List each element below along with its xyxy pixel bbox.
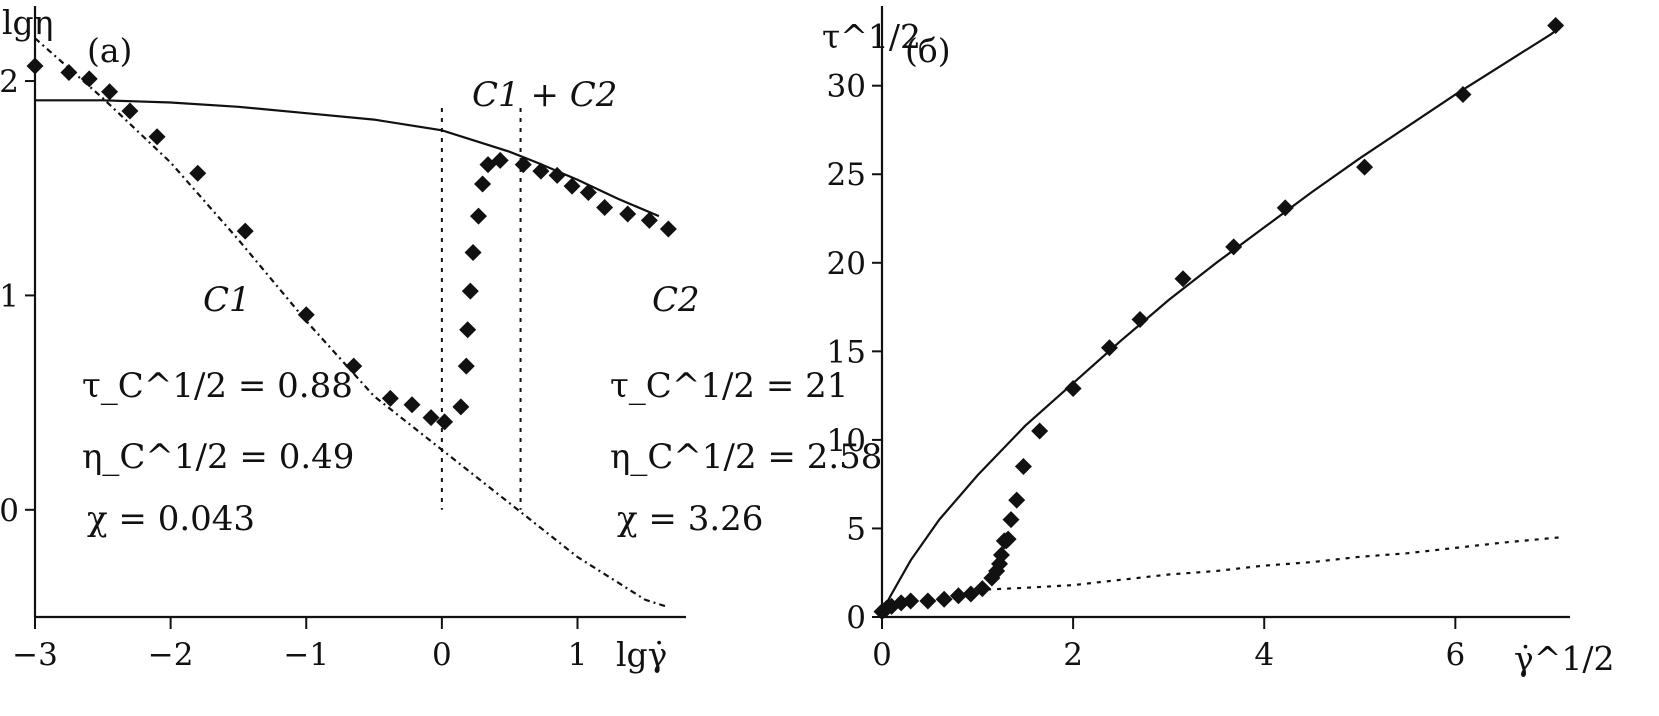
y-tick-label: 0 xyxy=(846,600,866,636)
curve-label-c1: C1 xyxy=(203,280,251,320)
data-point-marker xyxy=(563,177,581,195)
c2-chi-param: χ = 3.26 xyxy=(617,499,763,539)
panel-a-y-axis-label: lgη xyxy=(2,3,53,42)
curve-label-c2: C2 xyxy=(652,280,700,320)
data-point-marker xyxy=(935,590,953,608)
data-point-marker xyxy=(236,222,254,240)
data-point-marker xyxy=(1225,238,1243,256)
y-tick-label: 2 xyxy=(0,64,19,100)
panel-a-x-axis-label: lgγ̇ xyxy=(616,635,667,674)
data-point-marker xyxy=(422,409,440,427)
region-label-c1-c2: C1 + C2 xyxy=(472,75,617,115)
data-point-marker xyxy=(461,282,479,300)
data-point-marker xyxy=(1454,86,1472,104)
data-point-marker xyxy=(474,175,492,193)
panel-b-x-axis-label: γ̇^1/2 xyxy=(1514,639,1614,678)
data-point-marker xyxy=(403,396,421,414)
chart-panel-b: 0 2 4 6 0 5 10 15 20 25 30 τ^1/2 (б) γ̇^1/2 xyxy=(822,6,1614,678)
data-point-marker xyxy=(596,199,614,217)
c1-chi-param: χ = 0.043 xyxy=(87,499,255,539)
x-tick-label: 0 xyxy=(432,637,452,673)
data-point-marker xyxy=(148,128,166,146)
panel-b-y-axis-label: τ^1/2 xyxy=(822,17,921,56)
x-tick-label: −1 xyxy=(283,637,329,673)
data-point-marker xyxy=(1014,457,1032,475)
data-point-marker xyxy=(1131,310,1149,328)
data-point-marker xyxy=(381,389,399,407)
data-point-marker xyxy=(619,205,637,223)
panel-b-tick-layer: 0 2 4 6 0 5 10 15 20 25 30 xyxy=(827,69,1466,673)
x-tick-label: 0 xyxy=(872,637,892,673)
data-point-marker xyxy=(60,63,78,81)
data-point-marker xyxy=(459,321,477,339)
data-point-marker xyxy=(949,587,967,605)
panel-b-label: (б) xyxy=(905,31,951,70)
y-tick-label: 15 xyxy=(827,334,866,370)
c2-model-curve xyxy=(881,26,1562,613)
panel-b-plot-layer xyxy=(873,16,1565,621)
panel-a-plot-layer xyxy=(26,37,677,608)
x-tick-label: −2 xyxy=(148,637,194,673)
y-tick-label: 1 xyxy=(0,278,19,314)
data-point-marker xyxy=(1174,270,1192,288)
data-point-marker xyxy=(1002,511,1020,529)
data-point-marker xyxy=(640,211,658,229)
data-point-marker xyxy=(464,244,482,262)
data-point-marker xyxy=(973,580,991,598)
data-point-marker xyxy=(189,164,207,182)
data-point-marker xyxy=(999,530,1017,548)
data-point-marker xyxy=(1276,199,1294,217)
x-tick-label: −3 xyxy=(12,637,58,673)
data-point-marker xyxy=(659,220,677,238)
data-point-marker xyxy=(457,357,475,375)
y-tick-label: 20 xyxy=(827,246,866,282)
data-point-marker xyxy=(548,166,566,184)
data-point-marker xyxy=(436,413,454,431)
y-tick-label: 0 xyxy=(0,493,19,529)
data-point-marker xyxy=(452,398,470,416)
c1-model-curve xyxy=(987,536,1561,591)
x-tick-label: 1 xyxy=(568,637,588,673)
data-point-marker xyxy=(1356,158,1374,176)
panel-a-label: (a) xyxy=(87,31,132,70)
data-point-marker xyxy=(1100,339,1118,357)
c1-tau-param: τ_C^1/2 = 0.88 xyxy=(82,366,353,406)
data-point-marker xyxy=(579,184,597,202)
data-point-marker xyxy=(101,83,119,101)
data-point-marker xyxy=(121,102,139,120)
data-point-marker xyxy=(1031,422,1049,440)
c2-model-curve xyxy=(35,99,660,218)
data-point-marker xyxy=(902,592,920,610)
y-tick-label: 25 xyxy=(827,157,866,193)
data-point-marker xyxy=(1064,380,1082,398)
y-tick-label: 5 xyxy=(846,511,866,547)
x-tick-label: 4 xyxy=(1254,637,1274,673)
c2-eta-param: η_C^1/2 = 2.58 xyxy=(610,437,882,477)
x-tick-label: 2 xyxy=(1063,637,1083,673)
c2-tau-param: τ_C^1/2 = 21 xyxy=(610,366,848,406)
data-point-marker xyxy=(1547,16,1565,34)
data-point-marker xyxy=(919,592,937,610)
data-point-marker xyxy=(80,70,98,88)
data-point-marker xyxy=(514,156,532,174)
panel-a-tick-layer: −3 −2 −1 0 1 0 1 2 xyxy=(0,64,587,673)
data-point-marker xyxy=(469,207,487,225)
y-tick-label: 30 xyxy=(827,69,866,105)
data-point-marker xyxy=(297,306,315,324)
x-tick-label: 6 xyxy=(1445,637,1465,673)
data-point-marker xyxy=(1008,491,1026,509)
c1-eta-param: η_C^1/2 = 0.49 xyxy=(82,437,354,477)
y-tick-label: 10 xyxy=(827,423,866,459)
data-point-marker xyxy=(491,151,509,169)
data-point-marker xyxy=(992,546,1010,564)
